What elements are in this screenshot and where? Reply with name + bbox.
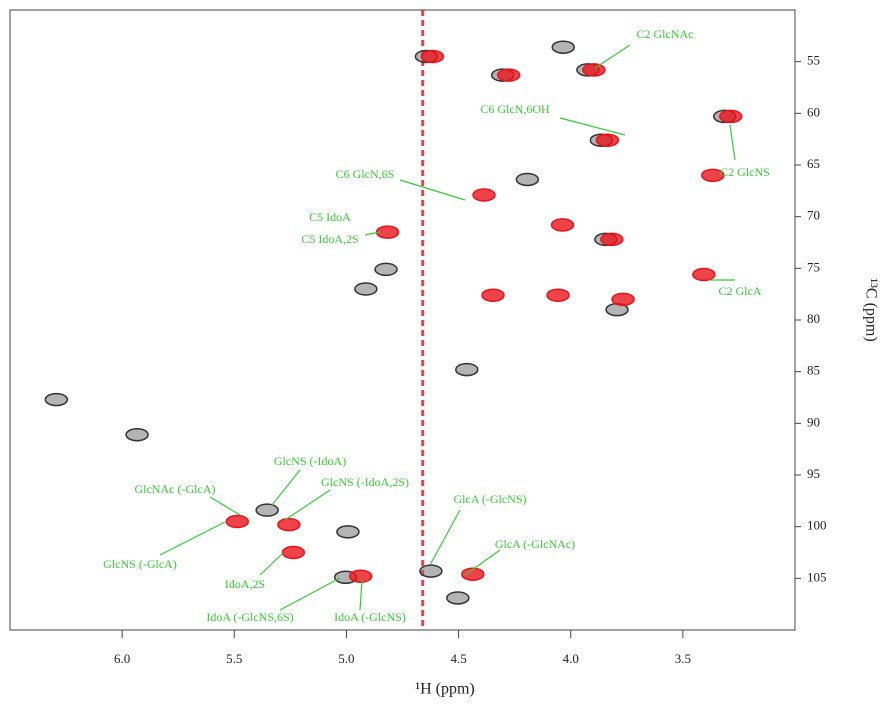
annotation-leader <box>594 44 631 69</box>
peak <box>701 168 725 183</box>
annotation-leader <box>399 179 466 201</box>
peak <box>718 109 743 124</box>
annotation: C5 IdoA,2S <box>301 232 358 246</box>
annotation: IdoA (-GlcNS) <box>334 610 406 624</box>
annotation-leader <box>209 496 241 516</box>
peak <box>419 564 443 578</box>
y-tick-label: 100 <box>807 518 827 533</box>
annotation-leader <box>279 577 341 611</box>
y-tick-label: 105 <box>807 569 827 584</box>
y-tick-label: 60 <box>807 104 820 119</box>
y-tick-label: 80 <box>807 311 820 326</box>
annotation-leader <box>559 117 626 136</box>
annotation-leader <box>284 489 331 521</box>
peak <box>550 218 575 232</box>
peak <box>348 569 373 584</box>
annotation-leader <box>464 549 501 576</box>
peak <box>354 282 378 296</box>
y-axis-label: ¹³C (ppm) <box>862 278 879 341</box>
annotation: C2 GlcA <box>719 284 762 298</box>
peak <box>496 68 521 82</box>
x-tick-label: 3.5 <box>675 651 691 666</box>
y-tick-label: 55 <box>807 53 820 68</box>
peak <box>225 514 250 529</box>
annotation: C5 IdoA <box>309 210 351 224</box>
annotation-leader <box>359 579 363 611</box>
annotation: GlcA (-GlcNAc) <box>495 537 575 551</box>
x-tick-label: 4.0 <box>563 651 579 666</box>
annotation-leader <box>159 521 226 556</box>
peak <box>44 392 69 407</box>
annotation: IdoA (-GlcNS,6S) <box>206 610 293 624</box>
peak <box>611 292 635 307</box>
annotation: GlcNS (-IdoA) <box>274 454 346 468</box>
peak <box>692 267 716 282</box>
annotation-leader <box>429 509 461 566</box>
peak <box>582 63 606 77</box>
annotation: GlcNAc (-GlcA) <box>135 482 216 496</box>
y-tick-label: 85 <box>807 363 820 378</box>
peak <box>125 427 149 442</box>
plot-frame <box>9 9 796 631</box>
peak <box>600 232 624 247</box>
x-tick-label: 5.5 <box>226 651 242 666</box>
annotation: C2 GlcNS <box>720 165 770 179</box>
annotation-leader <box>729 124 736 161</box>
annotation: IdoA,2S <box>225 577 265 591</box>
peak <box>336 525 360 539</box>
peak <box>446 591 470 605</box>
peak <box>472 188 496 202</box>
peak <box>281 545 306 560</box>
peak <box>255 503 279 517</box>
x-tick-label: 6.0 <box>114 651 130 666</box>
x-tick-label: 4.5 <box>450 651 466 666</box>
peak <box>551 40 575 54</box>
peak <box>595 133 620 147</box>
peak <box>277 517 301 532</box>
annotation-leader <box>259 552 284 576</box>
peak <box>515 172 540 187</box>
x-tick-label: 5.0 <box>338 651 354 666</box>
y-tick-label: 95 <box>807 466 820 481</box>
peak <box>374 262 398 277</box>
peak <box>481 288 505 302</box>
y-tick-label: 90 <box>807 414 820 429</box>
peak <box>546 288 570 302</box>
annotation: C6 GlcN,6OH <box>480 102 550 116</box>
peak <box>461 567 485 581</box>
annotation-leader <box>364 231 381 236</box>
peak <box>420 49 445 64</box>
annotation: GlcNS (-IdoA,2S) <box>321 475 409 489</box>
y-tick-label: 65 <box>807 156 820 171</box>
x-axis-label: ¹H (ppm) <box>415 681 474 698</box>
annotation: C2 GlcNAc <box>637 27 694 41</box>
y-tick-label: 75 <box>807 259 820 274</box>
y-tick-label: 70 <box>807 208 820 223</box>
peak <box>455 362 479 377</box>
annotation: C6 GlcN,6S <box>336 167 395 181</box>
annotation: GlcNS (-GlcA) <box>103 557 177 571</box>
annotation-leader <box>271 469 301 506</box>
annotation: GlcA (-GlcNS) <box>454 492 527 506</box>
